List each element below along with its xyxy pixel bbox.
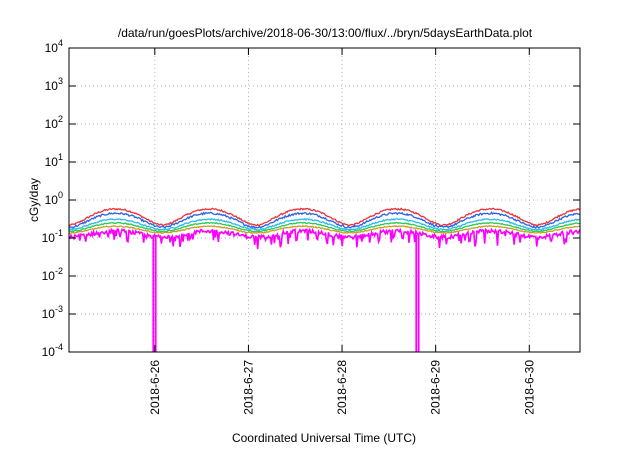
y-tick-label: 103 [45,76,63,93]
axis-layer: 10-4 10-3 10-2 10-1 100 101 102 103 104 2018-6-26… [42,38,581,415]
x-axis-label: Coordinated Universal Time (UTC) [232,431,416,445]
grid-layer [69,47,580,353]
y-tick-label: 10-3 [42,304,63,321]
series-line [68,211,581,229]
series-line [68,227,581,250]
y-tick-label: 10-2 [42,266,63,283]
y-tick-label: 102 [45,114,63,131]
y-tick-label: 104 [45,38,63,55]
x-tick-label: 2018-6-30 [522,360,536,415]
y-axis-label: cGy/day [27,178,41,222]
x-tick-label: 2018-6-29 [429,360,443,415]
series-line [68,217,581,231]
x-tick-label: 2018-6-28 [335,360,349,415]
y-tick-label: 10-1 [42,228,63,245]
chart-title: /data/run/goesPlots/archive/2018-06-30/1… [118,26,533,40]
series-line [68,221,581,233]
y-tick-label: 101 [45,152,63,169]
x-tick-label: 2018-6-27 [241,360,255,415]
series-layer [68,207,581,352]
series-line [68,207,581,227]
y-tick-label: 100 [45,190,63,207]
series-line [68,225,581,235]
x-tick-label: 2018-6-26 [148,360,162,415]
y-tick-label: 10-4 [42,342,63,359]
